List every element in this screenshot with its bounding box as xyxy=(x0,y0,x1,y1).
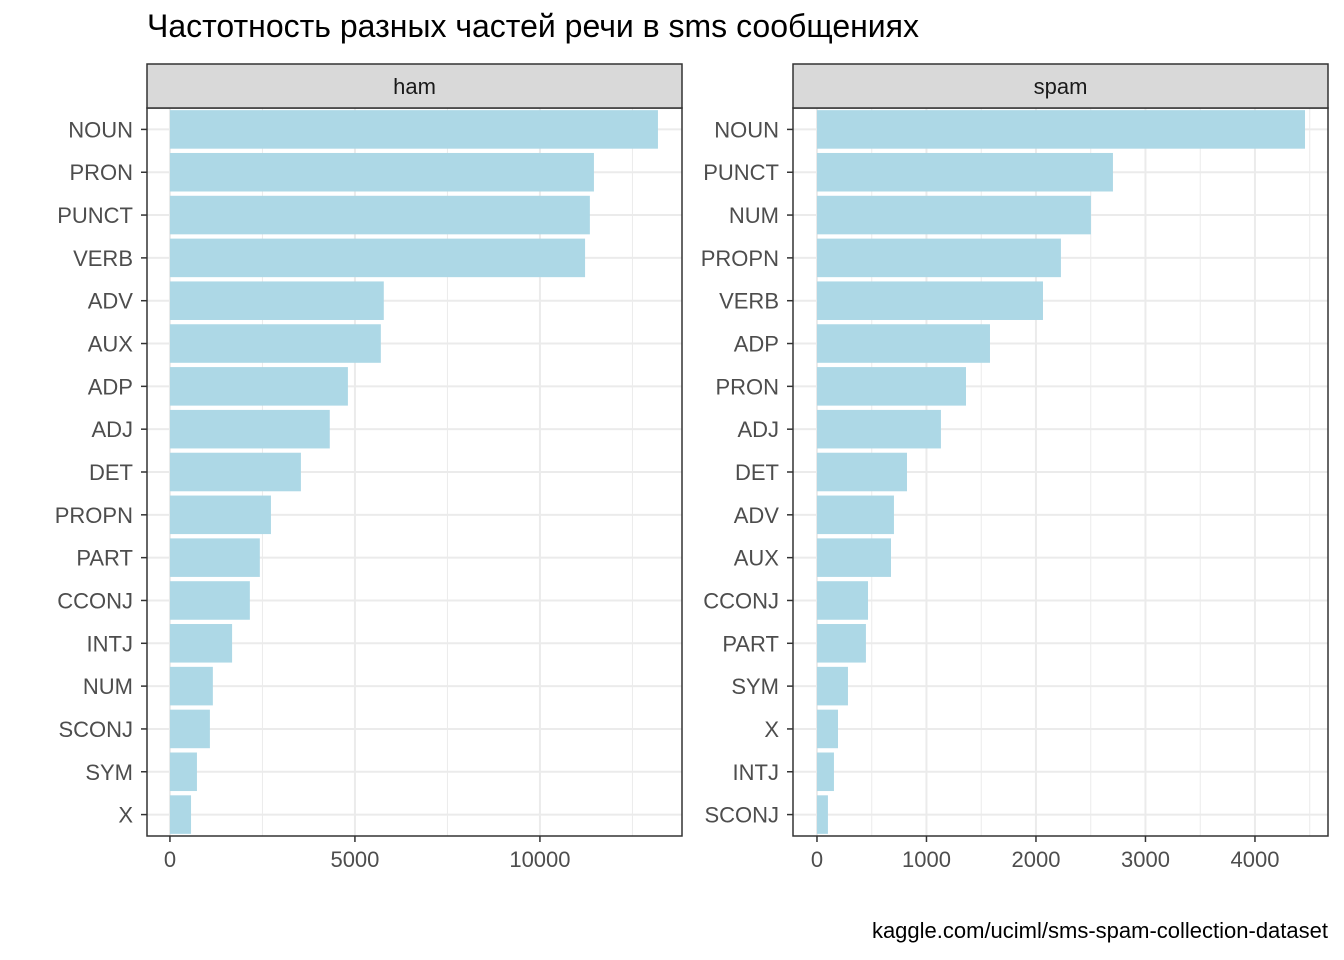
bar-spam-propn xyxy=(816,238,1061,278)
x-tick-label: 2000 xyxy=(1011,847,1060,872)
bar-ham-intj xyxy=(169,624,233,663)
y-tick-label: SCONJ xyxy=(704,803,779,828)
bar-ham-det xyxy=(169,452,301,492)
bar-ham-adj xyxy=(169,409,330,449)
y-tick-label: PRON xyxy=(69,160,133,185)
bar-ham-pron xyxy=(169,152,594,192)
bar-spam-noun xyxy=(816,110,1306,149)
y-tick-label: NOUN xyxy=(68,117,133,142)
bar-spam-cconj xyxy=(816,581,869,620)
y-tick-label: ADP xyxy=(88,374,133,399)
y-tick-label: ADP xyxy=(734,332,779,357)
y-tick-label: PUNCT xyxy=(57,203,133,228)
bar-ham-punct xyxy=(169,195,590,235)
y-tick-label: X xyxy=(764,717,779,742)
y-tick-label: PART xyxy=(722,631,779,656)
y-tick-label: PROPN xyxy=(55,503,133,528)
bar-spam-num xyxy=(816,195,1091,235)
bar-ham-noun xyxy=(169,110,658,149)
panel-spam: NOUN PUNCT NUM PROPN VERB ADP PRON ADJ DET ADV AUX… xyxy=(701,63,1329,872)
bar-spam-adv xyxy=(816,495,894,535)
y-tick-label: INTJ xyxy=(87,631,133,656)
y-tick-label: SYM xyxy=(731,674,779,699)
y-tick-label: DET xyxy=(735,460,779,485)
y-tick-label: AUX xyxy=(88,332,134,357)
bar-spam-sconj xyxy=(816,795,828,834)
bar-spam-x xyxy=(816,709,839,749)
y-tick-label: INTJ xyxy=(733,760,779,785)
y-tick-label: X xyxy=(118,803,133,828)
bar-ham-aux xyxy=(169,324,381,363)
facet-label-ham: ham xyxy=(393,74,436,99)
bar-ham-adv xyxy=(169,281,384,320)
bar-spam-punct xyxy=(816,152,1113,192)
y-tick-label: PRON xyxy=(715,374,779,399)
facet-strip xyxy=(146,63,683,109)
bar-spam-verb xyxy=(816,281,1043,320)
bar-ham-sym xyxy=(169,752,197,792)
y-tick-label: PROPN xyxy=(701,246,779,271)
bar-ham-x xyxy=(169,795,192,834)
bar-spam-det xyxy=(816,452,907,492)
facet-label-spam: spam xyxy=(1034,74,1088,99)
bar-ham-sconj xyxy=(169,709,210,749)
y-tick-label: ADV xyxy=(734,503,780,528)
bar-spam-sym xyxy=(816,666,848,706)
bar-spam-aux xyxy=(816,538,891,577)
x-tick-label: 4000 xyxy=(1230,847,1279,872)
bar-ham-propn xyxy=(169,495,271,535)
bar-spam-adp xyxy=(816,324,990,363)
y-tick-label: CCONJ xyxy=(57,588,133,613)
x-tick-label: 0 xyxy=(164,847,176,872)
bar-spam-pron xyxy=(816,367,967,406)
chart-title: Частотность разных частей речи в sms соо… xyxy=(147,8,919,44)
y-tick-label: PUNCT xyxy=(703,160,779,185)
x-tick-label: 1000 xyxy=(902,847,951,872)
panel-ham: NOUN PRON PUNCT VERB ADV AUX ADP ADJ DET PROPN PAR… xyxy=(55,63,683,872)
chart-caption: kaggle.com/uciml/sms-spam-collection-dat… xyxy=(871,918,1328,943)
y-tick-label: CCONJ xyxy=(703,588,779,613)
facet-strip xyxy=(792,63,1329,109)
bar-ham-adp xyxy=(169,367,348,406)
x-tick-label: 10000 xyxy=(509,847,570,872)
x-tick-label: 5000 xyxy=(330,847,379,872)
bar-ham-num xyxy=(169,666,213,706)
bar-ham-part xyxy=(169,538,260,577)
y-tick-label: NUM xyxy=(729,203,779,228)
y-tick-label: DET xyxy=(89,460,133,485)
y-tick-label: ADJ xyxy=(91,417,133,442)
x-tick-label: 0 xyxy=(811,847,823,872)
y-tick-label: NOUN xyxy=(714,117,779,142)
y-tick-label: VERB xyxy=(73,246,133,271)
bar-spam-adj xyxy=(816,409,941,449)
x-tick-label: 3000 xyxy=(1121,847,1170,872)
y-tick-label: AUX xyxy=(734,546,780,571)
y-tick-label: SYM xyxy=(85,760,133,785)
y-tick-label: PART xyxy=(76,546,133,571)
bar-ham-cconj xyxy=(169,581,250,620)
y-tick-label: ADV xyxy=(88,289,134,314)
y-tick-label: NUM xyxy=(83,674,133,699)
y-tick-label: SCONJ xyxy=(58,717,133,742)
y-tick-label: ADJ xyxy=(737,417,779,442)
bar-ham-verb xyxy=(169,238,586,278)
bar-spam-part xyxy=(816,624,866,663)
bar-spam-intj xyxy=(816,752,834,792)
y-tick-label: VERB xyxy=(719,289,779,314)
